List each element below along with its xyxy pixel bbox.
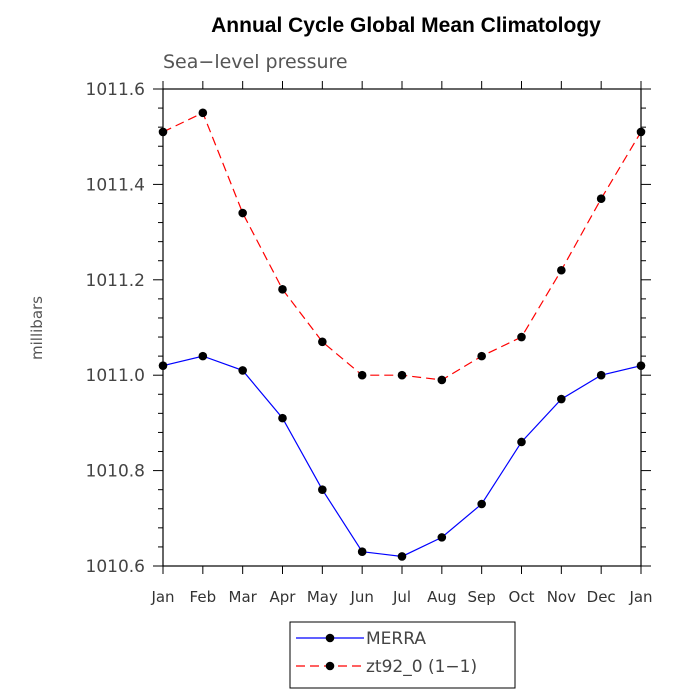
- x-tick-label: Jan: [628, 588, 652, 606]
- data-point: [357, 547, 367, 556]
- legend-item: MERRA: [296, 629, 426, 649]
- y-tick-label: 1010.8: [86, 462, 145, 482]
- x-tick-label: Mar: [229, 588, 258, 606]
- plot-border: [162, 88, 642, 567]
- y-tick-label: 1011.4: [86, 175, 145, 195]
- data-point: [158, 361, 168, 370]
- x-axis: Jan Feb Mar Apr May Jun Jul Aug Sep Oct Nov Dec Jan: [150, 81, 653, 606]
- series-merra: [158, 351, 646, 561]
- data-point: [238, 366, 247, 375]
- y-tick-label: 1010.6: [86, 557, 145, 577]
- data-point: [437, 533, 447, 542]
- series-zt92: [158, 108, 646, 385]
- data-point: [158, 127, 168, 137]
- data-point: [238, 208, 247, 218]
- data-point: [636, 127, 646, 137]
- x-tick-label: Feb: [190, 588, 217, 606]
- data-point: [437, 375, 447, 385]
- data-point: [596, 194, 606, 204]
- data-point: [477, 499, 486, 509]
- x-tick-label: Nov: [547, 588, 576, 606]
- y-axis: 1010.6 1010.8 1011.0 1011.2 1011.4 1011.6: [86, 80, 651, 577]
- x-tick-label: Dec: [587, 588, 616, 606]
- legend-label: MERRA: [366, 629, 426, 649]
- data-point: [636, 361, 646, 370]
- legend-marker: [325, 633, 335, 643]
- data-point: [357, 370, 367, 380]
- data-point: [318, 337, 327, 347]
- chart-title: Annual Cycle Global Mean Climatology: [211, 14, 601, 37]
- data-point: [477, 351, 486, 361]
- legend: MERRA zt92_0 (1−1): [289, 621, 516, 689]
- data-point: [318, 485, 327, 494]
- data-point: [278, 285, 287, 294]
- legend-box: [289, 621, 516, 689]
- data-point: [557, 394, 566, 404]
- y-tick-label: 1011.6: [86, 80, 145, 100]
- x-tick-label: Aug: [427, 588, 456, 606]
- x-tick-label: Apr: [270, 588, 297, 606]
- data-point: [397, 370, 407, 380]
- series-line: [162, 355, 642, 558]
- data-point: [517, 332, 526, 342]
- x-tick-label: Sep: [468, 588, 496, 606]
- data-point: [517, 437, 526, 447]
- x-tick-label: May: [307, 588, 338, 606]
- x-tick-label: Jan: [150, 588, 174, 606]
- x-tick-label: Oct: [509, 588, 535, 606]
- series-line: [162, 112, 642, 381]
- x-tick-label: Jul: [392, 588, 411, 606]
- data-point: [397, 552, 407, 561]
- series-layer: [158, 108, 646, 561]
- x-tick-label: Jun: [349, 588, 373, 606]
- data-point: [198, 351, 208, 361]
- y-tick-label: 1011.2: [86, 271, 145, 291]
- data-point: [278, 413, 287, 423]
- chart-subtitle: Sea−level pressure: [163, 51, 348, 73]
- y-tick-label: 1011.0: [86, 366, 145, 386]
- data-point: [198, 108, 208, 118]
- legend-label: zt92_0 (1−1): [366, 657, 477, 677]
- legend-marker: [325, 661, 335, 671]
- y-axis-label: millibars: [28, 296, 46, 360]
- legend-item: zt92_0 (1−1): [296, 657, 477, 677]
- plot-frame: [162, 88, 642, 567]
- data-point: [596, 370, 606, 380]
- data-point: [557, 265, 566, 275]
